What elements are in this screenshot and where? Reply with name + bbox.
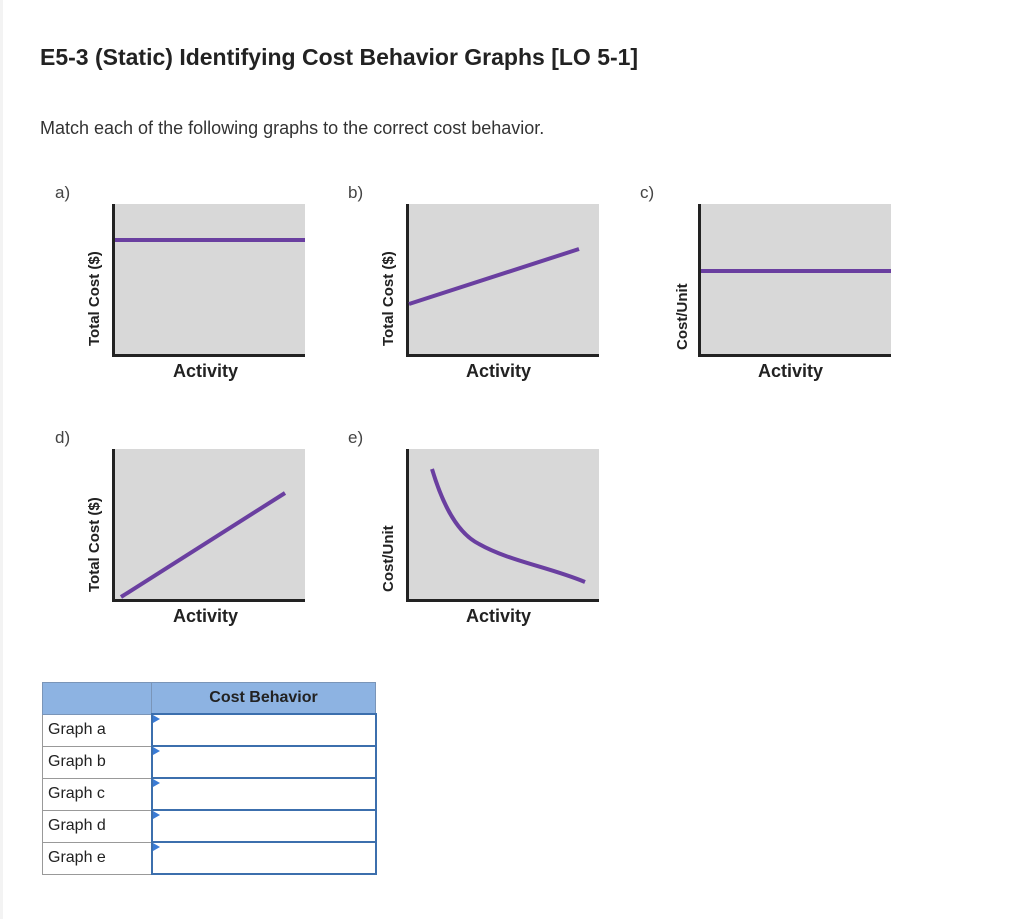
graph-a-plot [112, 204, 305, 357]
graph-e-curve [430, 468, 586, 584]
graph-c-plot [698, 204, 891, 357]
graph-c-dropdown[interactable] [150, 777, 377, 811]
table-row: Graph d [42, 809, 377, 843]
answer-table: Cost Behavior Graph a Graph b Graph c Gr… [42, 682, 377, 875]
row-label-graph-c: Graph c [42, 777, 152, 811]
dropdown-marker-icon [152, 779, 160, 787]
graph-b-y-label: Total Cost ($) [380, 251, 397, 346]
graph-b-dropdown[interactable] [150, 745, 377, 779]
graph-a-dropdown[interactable] [150, 713, 377, 747]
graph-d-dropdown[interactable] [150, 809, 377, 843]
graph-b-line [408, 247, 580, 306]
graph-d-y-label: Total Cost ($) [86, 497, 103, 592]
graph-c-letter: c) [640, 183, 655, 202]
graph-d-x-label: Activity [173, 606, 239, 626]
dropdown-marker-icon [152, 747, 160, 755]
graph-d-letter: d) [55, 428, 71, 447]
graph-a-x-label: Activity [173, 361, 239, 381]
table-row: Graph e [42, 841, 377, 875]
row-label-graph-e: Graph e [42, 841, 152, 875]
page-edge [0, 0, 3, 919]
row-label-graph-d: Graph d [42, 809, 152, 843]
graph-c-y-label: Cost/Unit [674, 283, 691, 350]
dropdown-marker-icon [152, 715, 160, 723]
graph-e-plot [406, 449, 599, 602]
cost-behavior-header: Cost Behavior [151, 682, 376, 715]
graph-a-letter: a) [55, 183, 71, 202]
graph-d-line [119, 491, 287, 599]
page-title: E5-3 (Static) Identifying Cost Behavior … [40, 44, 639, 70]
table-row: Graph b [42, 745, 377, 779]
table-row: Graph a [42, 713, 377, 747]
graph-e-x-label: Activity [466, 606, 532, 626]
graph-e-y-label: Cost/Unit [380, 525, 397, 592]
graph-a-y-label: Total Cost ($) [86, 251, 103, 346]
graph-d-plot [112, 449, 305, 602]
row-label-graph-a: Graph a [42, 713, 152, 747]
graph-c-x-label: Activity [758, 361, 824, 381]
graph-b-x-label: Activity [466, 361, 532, 381]
row-label-graph-b: Graph b [42, 745, 152, 779]
dropdown-marker-icon [152, 843, 160, 851]
graph-e-dropdown[interactable] [150, 841, 377, 875]
instructions-text: Match each of the following graphs to th… [40, 118, 545, 138]
graph-b-plot [406, 204, 599, 357]
table-row: Graph c [42, 777, 377, 811]
dropdown-marker-icon [152, 811, 160, 819]
graph-e-letter: e) [348, 428, 364, 447]
graph-b-letter: b) [348, 183, 364, 202]
table-corner-header [42, 682, 152, 715]
